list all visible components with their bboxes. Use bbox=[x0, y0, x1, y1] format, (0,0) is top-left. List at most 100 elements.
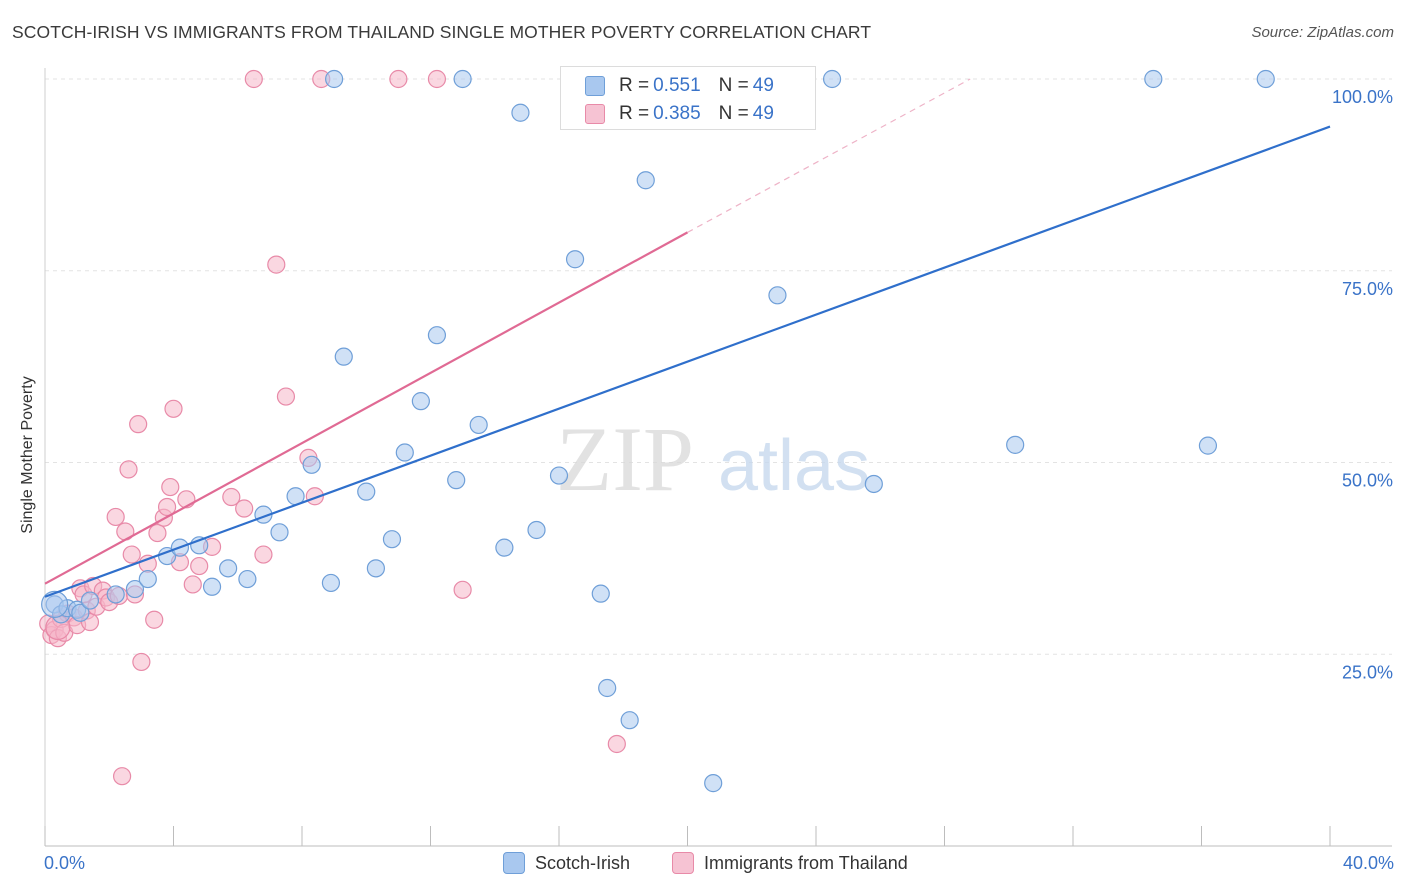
scotch-irish-point bbox=[511, 103, 530, 122]
series-legend: Scotch-Irish Immigrants from Thailand bbox=[0, 852, 1406, 876]
legend-swatch-blue bbox=[585, 76, 605, 96]
correlation-legend: R = 0.551 N = 49 R = 0.385 N = 49 bbox=[560, 66, 816, 130]
thailand-point bbox=[132, 652, 151, 672]
n-value: 49 bbox=[752, 103, 774, 124]
scotch-irish-point bbox=[495, 538, 514, 557]
thailand-point bbox=[235, 499, 254, 518]
legend-label: Immigrants from Thailand bbox=[704, 852, 908, 873]
source-credit: Source: ZipAtlas.com bbox=[1251, 24, 1394, 41]
thailand-point bbox=[453, 580, 472, 599]
thailand-point bbox=[222, 487, 241, 507]
thailand-point bbox=[389, 69, 408, 89]
scotch-irish-point bbox=[71, 603, 90, 622]
scotch-irish-point bbox=[427, 326, 447, 345]
y-tick-label: 25.0% bbox=[1342, 662, 1393, 682]
y-tick-labels: 25.0% 50.0% 75.0% 100.0% bbox=[1332, 87, 1393, 682]
x-tick-min: 0.0% bbox=[44, 853, 86, 873]
scotch-irish-point bbox=[395, 443, 414, 462]
thailand-point bbox=[164, 399, 183, 418]
scotch-irish-point bbox=[1006, 435, 1025, 454]
scotch-irish-point bbox=[80, 591, 100, 610]
thailand-point bbox=[112, 767, 132, 786]
legend-item-thailand: Immigrants from Thailand bbox=[672, 852, 908, 874]
scotch-irish-point bbox=[366, 559, 385, 578]
y-tick-label: 50.0% bbox=[1342, 471, 1393, 491]
thailand-point bbox=[267, 255, 286, 274]
thailand-point bbox=[106, 507, 125, 527]
thailand-point bbox=[190, 556, 209, 576]
legend-swatch-blue bbox=[503, 852, 525, 874]
watermark-atlas: atlas bbox=[718, 426, 870, 506]
thailand-point bbox=[254, 545, 273, 564]
legend-swatch-pink bbox=[585, 104, 605, 124]
scotch-irish-point bbox=[106, 585, 125, 604]
grid-lines bbox=[45, 78, 1392, 655]
r-value: 0.385 bbox=[653, 103, 701, 124]
scotch-irish-point bbox=[41, 590, 69, 618]
scotch-irish-point bbox=[1198, 436, 1218, 455]
scotch-irish-point bbox=[565, 250, 585, 269]
legend-item-scotch-irish: Scotch-Irish bbox=[503, 852, 630, 874]
scotch-irish-point bbox=[334, 347, 353, 366]
scotch-irish-point bbox=[202, 577, 222, 596]
scotch-irish-point bbox=[598, 678, 617, 698]
y-tick-label: 75.0% bbox=[1342, 279, 1393, 299]
scotch-irish-point bbox=[125, 579, 145, 599]
scotch-irish-point bbox=[864, 474, 883, 494]
n-label: N = bbox=[718, 75, 749, 96]
scotch-irish-point bbox=[549, 466, 569, 485]
thailand-point bbox=[122, 545, 141, 564]
thailand-point bbox=[145, 610, 164, 629]
legend-row-thailand: R = 0.385 N = 49 bbox=[585, 100, 774, 128]
thailand-point bbox=[427, 69, 447, 89]
legend-swatch-pink bbox=[672, 852, 694, 874]
r-label: R = bbox=[619, 103, 650, 124]
scotch-irish-point bbox=[768, 286, 787, 305]
scotch-irish-point bbox=[469, 415, 488, 435]
thailand-point bbox=[129, 415, 148, 434]
scotch-irish-point bbox=[382, 530, 402, 549]
watermark-zip: ZIP bbox=[556, 408, 694, 510]
scotch-irish-point bbox=[527, 520, 546, 540]
scotch-irish-point bbox=[1144, 69, 1163, 89]
axes bbox=[44, 68, 1392, 847]
r-label: R = bbox=[619, 75, 650, 96]
legend-label: Scotch-Irish bbox=[535, 852, 631, 873]
scotch-irish-point bbox=[704, 774, 723, 793]
thailand-point bbox=[183, 575, 202, 594]
trend-line-thailand bbox=[44, 231, 689, 585]
r-value: 0.551 bbox=[653, 75, 701, 96]
thailand-point bbox=[276, 387, 296, 406]
scotch-irish-point bbox=[620, 711, 639, 730]
scotch-irish-point bbox=[357, 482, 376, 501]
scotch-irish-point bbox=[636, 171, 655, 190]
trend-line-scotch-irish bbox=[44, 125, 1331, 598]
thailand-point bbox=[161, 477, 180, 497]
trend-lines bbox=[44, 78, 1331, 598]
scotch-irish-point bbox=[219, 559, 238, 578]
thailand-point bbox=[148, 523, 167, 543]
thailand-point bbox=[119, 460, 138, 479]
y-axis-label: Single Mother Poverty bbox=[19, 376, 36, 534]
scotch-irish-point bbox=[822, 69, 842, 89]
scotch-irish-point bbox=[302, 455, 321, 474]
scotch-irish-point bbox=[321, 573, 341, 593]
scotch-irish-point bbox=[138, 569, 157, 589]
thailand-point bbox=[244, 69, 263, 89]
thailand-point bbox=[157, 497, 177, 517]
y-tick-label: 100.0% bbox=[1332, 87, 1393, 107]
scotch-irish-point bbox=[447, 471, 466, 490]
n-value: 49 bbox=[752, 75, 774, 96]
thailand-point bbox=[607, 734, 626, 754]
scotch-irish-point bbox=[270, 523, 289, 542]
series-scotch-irish-points bbox=[41, 69, 1275, 793]
watermark: ZIP atlas bbox=[556, 408, 870, 510]
scotch-irish-point bbox=[411, 392, 430, 411]
legend-row-scotch-irish: R = 0.551 N = 49 bbox=[585, 72, 774, 100]
scotch-irish-point bbox=[1256, 69, 1275, 89]
trend-extension-thailand bbox=[687, 78, 971, 233]
n-label: N = bbox=[718, 103, 749, 124]
chart-title: SCOTCH-IRISH VS IMMIGRANTS FROM THAILAND… bbox=[12, 22, 872, 42]
scotch-irish-point bbox=[591, 584, 610, 603]
